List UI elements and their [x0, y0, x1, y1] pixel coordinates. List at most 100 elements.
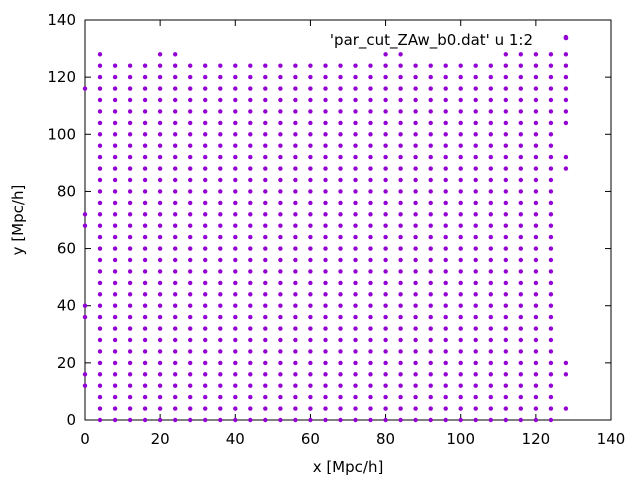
data-point: [127, 132, 133, 137]
data-point: [503, 200, 508, 206]
data-point: [398, 109, 403, 114]
data-point: [563, 52, 569, 57]
data-point: [188, 223, 193, 228]
data-point: [248, 292, 253, 297]
data-points: [82, 34, 569, 423]
data-point: [248, 63, 253, 68]
data-point: [338, 234, 343, 240]
data-point: [263, 406, 268, 411]
data-point: [112, 417, 118, 423]
data-point: [383, 154, 388, 160]
data-point: [353, 86, 358, 91]
data-point: [338, 303, 343, 308]
data-point: [383, 257, 388, 263]
data-point: [293, 120, 298, 126]
data-point: [293, 223, 298, 228]
data-point: [383, 234, 388, 240]
data-point: [458, 86, 463, 91]
data-point: [188, 383, 193, 388]
data-point: [142, 132, 148, 137]
data-point: [443, 97, 448, 103]
data-point: [428, 406, 433, 411]
data-point: [368, 109, 373, 114]
data-point: [518, 292, 523, 297]
data-point: [503, 109, 508, 114]
data-point: [518, 200, 523, 206]
data-point: [353, 246, 358, 251]
data-point: [443, 406, 448, 411]
data-point: [308, 360, 313, 366]
data-point: [278, 257, 283, 263]
data-point: [97, 394, 103, 400]
data-point: [278, 280, 283, 286]
data-point: [293, 132, 298, 137]
data-point: [157, 406, 163, 411]
data-point: [293, 372, 298, 377]
data-point: [278, 223, 283, 228]
data-point: [323, 177, 328, 183]
data-point: [218, 292, 223, 297]
data-point: [443, 74, 448, 80]
x-tick-label: 140: [597, 430, 626, 448]
data-point: [248, 303, 253, 308]
data-point: [383, 166, 388, 171]
data-point: [278, 360, 283, 366]
data-point: [218, 154, 223, 160]
data-point: [368, 269, 373, 274]
data-point: [308, 394, 313, 400]
y-axis-label: y [Mpc/h]: [9, 185, 27, 256]
data-point: [488, 234, 493, 240]
data-point: [473, 223, 478, 228]
data-point: [112, 109, 118, 114]
data-point: [203, 97, 208, 103]
data-point: [263, 200, 268, 206]
data-point: [473, 417, 478, 423]
data-point: [188, 349, 193, 354]
data-point: [188, 97, 193, 103]
data-point: [503, 394, 508, 400]
data-point: [443, 280, 448, 286]
data-point: [218, 383, 223, 388]
data-point: [458, 337, 463, 343]
data-point: [293, 257, 298, 263]
data-point: [368, 154, 373, 160]
data-point: [458, 269, 463, 274]
data-point: [353, 326, 358, 331]
data-point: [428, 143, 433, 148]
data-point: [308, 406, 313, 411]
data-point: [443, 143, 448, 148]
data-point: [473, 63, 478, 68]
data-point: [458, 394, 463, 400]
data-point: [233, 200, 238, 206]
data-point: [338, 177, 343, 183]
data-point: [353, 166, 358, 171]
data-point: [338, 349, 343, 354]
data-point: [518, 269, 523, 274]
data-point: [293, 303, 298, 308]
data-point: [428, 200, 433, 206]
x-tick-label: 20: [151, 430, 170, 448]
data-point: [157, 177, 163, 183]
data-point: [503, 406, 508, 411]
data-point: [112, 314, 118, 320]
data-point: [563, 74, 569, 80]
data-point: [308, 109, 313, 114]
data-point: [112, 326, 118, 331]
data-point: [142, 86, 148, 91]
data-point: [112, 97, 118, 103]
data-point: [368, 292, 373, 297]
data-point: [488, 97, 493, 103]
data-point: [488, 372, 493, 377]
data-point: [157, 234, 163, 240]
data-point: [112, 383, 118, 388]
data-point: [218, 86, 223, 91]
data-point: [218, 326, 223, 331]
data-point: [368, 314, 373, 320]
data-point: [323, 292, 328, 297]
data-point: [368, 200, 373, 206]
data-point: [97, 269, 103, 274]
data-point: [263, 337, 268, 343]
data-point: [443, 303, 448, 308]
data-point: [157, 166, 163, 171]
data-point: [473, 337, 478, 343]
